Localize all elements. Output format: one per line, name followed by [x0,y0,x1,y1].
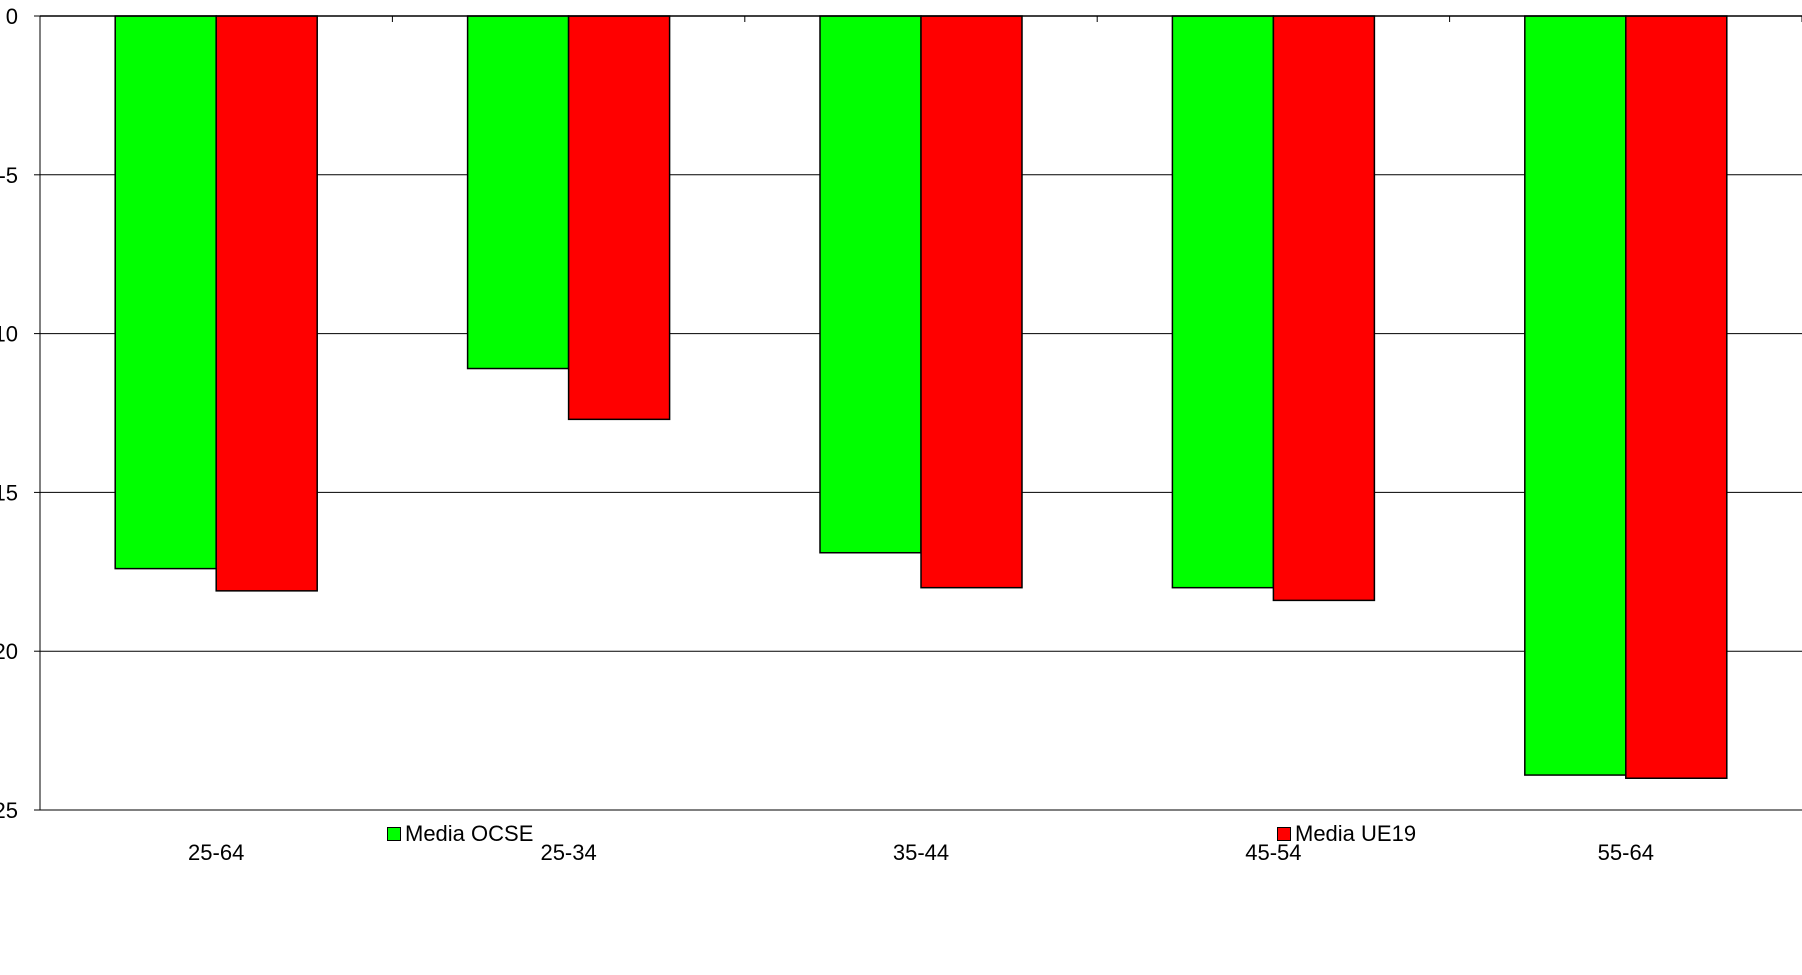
legend-label: Media UE19 [1295,821,1417,846]
y-tick-label: -10 [0,322,18,347]
axes [34,15,1802,811]
x-tick-label: 55-64 [1598,840,1654,865]
bar [1171,15,1275,589]
bar [567,15,671,421]
bar [1524,15,1627,776]
legend-swatch-media-ocse [387,827,401,841]
y-tick-label: -15 [0,480,18,505]
bar [819,15,922,554]
legend-item-media-ue19: Media UE19 [1277,822,1416,846]
bars [114,15,1728,779]
bar [114,15,217,570]
bar [920,15,1023,589]
legend-label: Media OCSE [405,821,534,846]
legend-item-media-ocse: Media OCSE [387,822,533,846]
x-tick-label: 25-64 [188,840,244,865]
bar [215,15,318,592]
y-tick-label: -25 [0,798,18,823]
legend-swatch-media-ue19 [1277,827,1291,841]
legend: Media OCSE Media UE19 [0,822,1802,852]
bar [466,15,570,370]
x-tick-label: 25-34 [540,840,596,865]
x-tick-label: 45-54 [1245,840,1301,865]
bar [1272,15,1376,602]
x-tick-label: 35-44 [893,840,949,865]
bar [1625,15,1728,779]
y-tick-label: -20 [0,639,18,664]
y-tick-label: -5 [0,163,18,188]
y-tick-label: 0 [6,4,18,29]
tick-labels: 0 -5 -10 -15 -20 -25 25-64 25-34 35-44 45-54 55-64 [0,4,1654,865]
